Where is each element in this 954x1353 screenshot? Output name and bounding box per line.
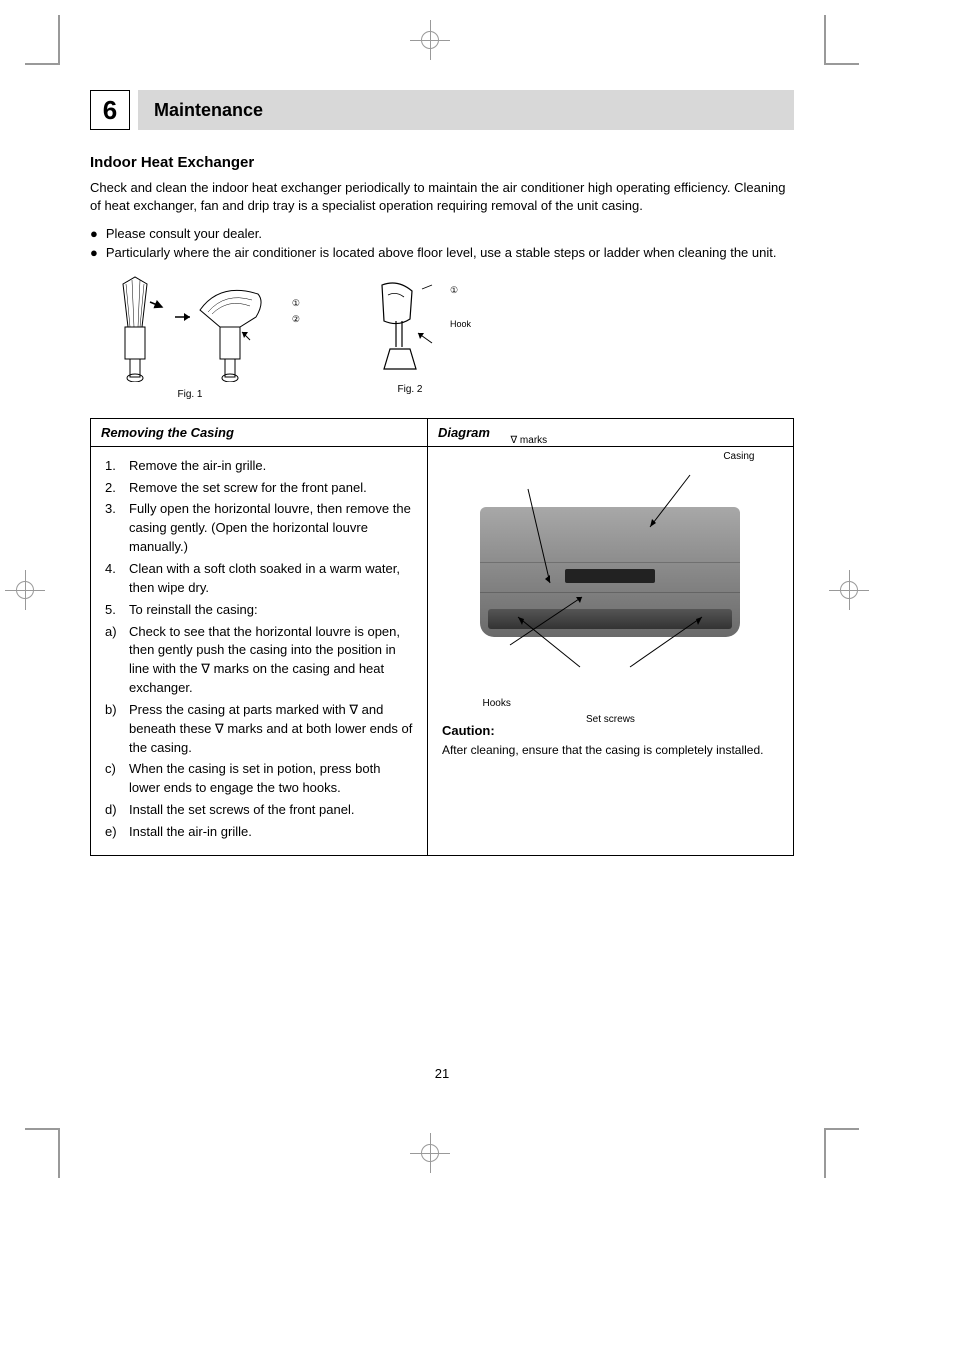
substep-num: a): [105, 623, 123, 698]
louvre: [488, 609, 732, 629]
list-item: c)When the casing is set in potion, pres…: [105, 760, 413, 798]
figure-1: ① ② Fig. 1: [90, 272, 290, 400]
list-item: b)Press the casing at parts marked with …: [105, 701, 413, 758]
substep-num: c): [105, 760, 123, 798]
substep-num: d): [105, 801, 123, 820]
step-text: Remove the air-in grille.: [129, 457, 266, 476]
step-text: To reinstall the casing:: [129, 601, 258, 620]
figure-1-diagram: [90, 272, 280, 382]
fig1-label: Fig. 1: [90, 389, 290, 400]
substep-text: Press the casing at parts marked with ∇ …: [129, 701, 413, 758]
substep-num: b): [105, 701, 123, 758]
substep-list: a)Check to see that the horizontal louvr…: [105, 623, 413, 842]
step-num: 5.: [105, 601, 123, 620]
fig1-marker-2: ②: [292, 314, 300, 325]
list-item: 5. To reinstall the casing:: [105, 601, 413, 620]
register-mark-right: [829, 570, 869, 610]
section-para: Check and clean the indoor heat exchange…: [90, 179, 794, 215]
display-panel: [565, 569, 655, 583]
list-item: 2. Remove the set screw for the front pan…: [105, 479, 413, 498]
register-mark-left: [5, 570, 45, 610]
figures-row: ① ② Fig. 1 ① Hook Fig. 2: [90, 272, 794, 400]
list-item: d) Install the set screws of the front pa…: [105, 801, 413, 820]
crop-mark-bl: [25, 1128, 60, 1178]
section-heat-exchanger: Indoor Heat Exchanger Check and clean th…: [90, 154, 794, 400]
bullet-2: ● Particularly where the air conditioner…: [90, 244, 794, 262]
table-header-row: Removing the Casing Diagram: [91, 419, 793, 447]
step-num: 1.: [105, 457, 123, 476]
substep-text: Install the set screws of the front pane…: [129, 801, 354, 820]
table-header-right: Diagram: [428, 419, 793, 446]
panel-line: [480, 562, 740, 563]
substep-text: Install the air-in grille.: [129, 823, 252, 842]
caution-box: Caution: After cleaning, ensure that the…: [442, 723, 779, 759]
bullet-mark-icon: ●: [90, 244, 98, 262]
indoor-unit-diagram: ∇ marks Casing Hooks Set screws: [470, 457, 750, 687]
list-item: e) Install the air-in grille.: [105, 823, 413, 842]
indoor-unit-body: [480, 507, 740, 637]
crop-mark-br: [824, 1128, 859, 1178]
bullet-text: Particularly where the air conditioner i…: [106, 244, 777, 262]
section-title: Indoor Heat Exchanger: [90, 154, 794, 171]
fig2-marker-1: ①: [450, 285, 458, 296]
bullet-1: ● Please consult your dealer.: [90, 225, 794, 243]
label-screws: Set screws: [586, 714, 635, 725]
fig2-label: Fig. 2: [320, 384, 500, 395]
substep-text: Check to see that the horizontal louvre …: [129, 623, 413, 698]
step-text: Remove the set screw for the front panel…: [129, 479, 367, 498]
label-casing: Casing: [723, 451, 754, 462]
indoor-unit-image: [470, 507, 750, 637]
table-body-row: 1. Remove the air-in grille. 2. Remove the…: [91, 447, 793, 855]
step-num: 3.: [105, 500, 123, 557]
caution-title: Caution:: [442, 723, 779, 738]
label-marks: ∇ marks: [510, 435, 547, 446]
label-hooks: Hooks: [482, 698, 510, 709]
step-num: 4.: [105, 560, 123, 598]
steps-cell: 1. Remove the air-in grille. 2. Remove the…: [91, 447, 428, 855]
bullet-mark-icon: ●: [90, 225, 98, 243]
substep-num: e): [105, 823, 123, 842]
page-content: 6 Maintenance Indoor Heat Exchanger Chec…: [90, 90, 794, 1093]
table-header-left: Removing the Casing: [91, 419, 428, 446]
figure-2: ① Hook Fig. 2: [320, 277, 580, 395]
chapter-number: 6: [90, 90, 130, 130]
register-mark-bottom: [410, 1133, 450, 1173]
list-item: 3.Fully open the horizontal louvre, then…: [105, 500, 413, 557]
instruction-table: Removing the Casing Diagram 1. Remove the…: [90, 418, 794, 856]
list-item: 1. Remove the air-in grille.: [105, 457, 413, 476]
step-text: Clean with a soft cloth soaked in a warm…: [129, 560, 413, 598]
step-text: Fully open the horizontal louvre, then r…: [129, 500, 413, 557]
list-item: a)Check to see that the horizontal louvr…: [105, 623, 413, 698]
substep-text: When the casing is set in potion, press …: [129, 760, 413, 798]
list-item: 4.Clean with a soft cloth soaked in a wa…: [105, 560, 413, 598]
fig2-hook-text: Hook: [450, 319, 471, 329]
crop-mark-tl: [25, 15, 60, 65]
diagram-cell: ∇ marks Casing Hooks Set screws Caution:…: [428, 447, 793, 855]
step-num: 2.: [105, 479, 123, 498]
panel-line: [480, 592, 740, 593]
header-row: 6 Maintenance: [90, 90, 794, 130]
page-number: 21: [435, 1066, 449, 1081]
step-list: 1. Remove the air-in grille. 2. Remove the…: [105, 457, 413, 620]
crop-mark-tr: [824, 15, 859, 65]
register-mark-top: [410, 20, 450, 60]
caution-text: After cleaning, ensure that the casing i…: [442, 742, 779, 759]
fig1-marker-1: ①: [292, 298, 300, 309]
bullet-text: Please consult your dealer.: [106, 225, 262, 243]
chapter-title: Maintenance: [138, 90, 794, 130]
